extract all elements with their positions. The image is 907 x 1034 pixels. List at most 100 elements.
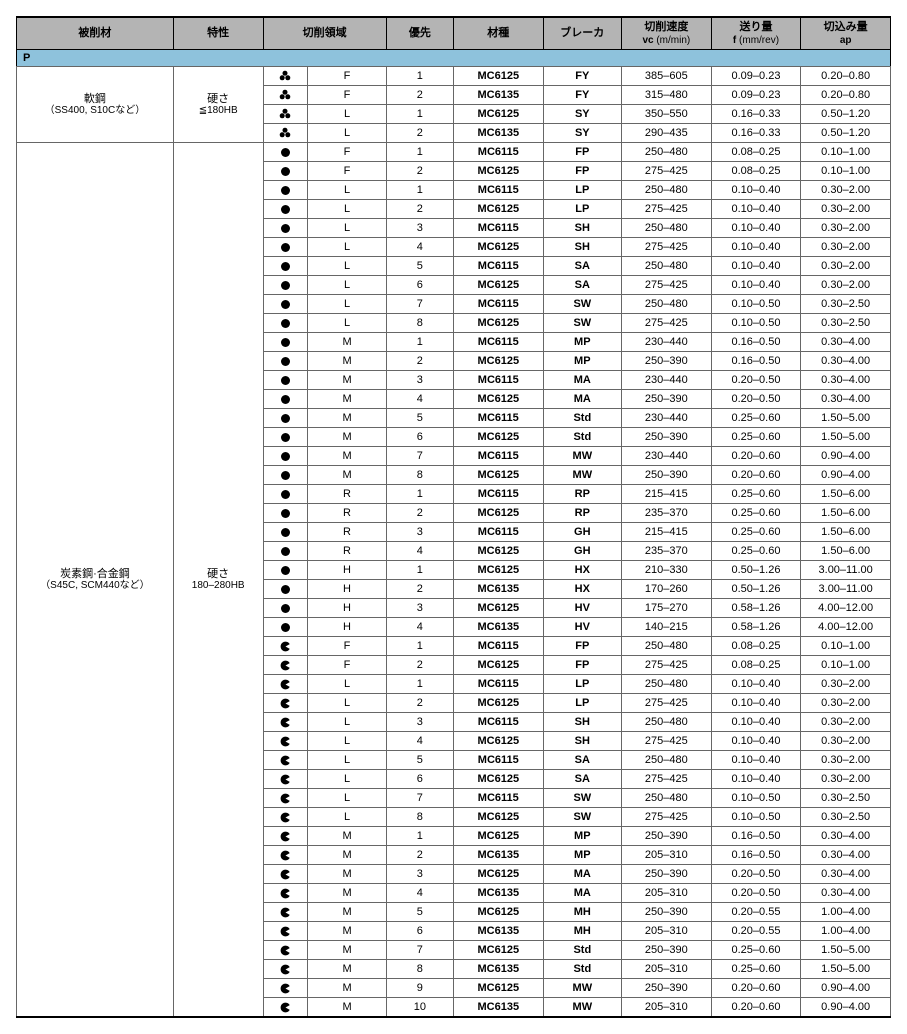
grade-cell: MC6115	[453, 219, 543, 238]
priority-cell: 2	[386, 200, 453, 219]
breaker-cell: FP	[543, 143, 621, 162]
vc-cell: 250–480	[622, 295, 712, 314]
ap-cell: 1.00–4.00	[801, 922, 891, 941]
priority-cell: 2	[386, 124, 453, 143]
breaker-cell: HX	[543, 580, 621, 599]
priority-cell: 6	[386, 770, 453, 789]
priority-cell: 1	[386, 561, 453, 580]
ap-cell: 0.30–2.00	[801, 770, 891, 789]
clover-symbol-icon	[263, 67, 308, 86]
priority-cell: 8	[386, 808, 453, 827]
vc-cell: 230–440	[622, 371, 712, 390]
vc-cell: 385–605	[622, 67, 712, 86]
f-cell: 0.08–0.25	[711, 143, 801, 162]
grade-cell: MC6115	[453, 485, 543, 504]
breaker-cell: SW	[543, 808, 621, 827]
f-cell: 0.10–0.50	[711, 295, 801, 314]
priority-cell: 1	[386, 143, 453, 162]
breaker-cell: MW	[543, 979, 621, 998]
vc-cell: 250–390	[622, 827, 712, 846]
breaker-cell: LP	[543, 675, 621, 694]
f-cell: 0.10–0.40	[711, 732, 801, 751]
area-cell: R	[308, 504, 386, 523]
f-cell: 0.08–0.25	[711, 656, 801, 675]
priority-cell: 2	[386, 694, 453, 713]
breaker-cell: LP	[543, 694, 621, 713]
priority-cell: 2	[386, 162, 453, 181]
priority-cell: 4	[386, 618, 453, 637]
area-cell: L	[308, 732, 386, 751]
priority-cell: 2	[386, 656, 453, 675]
grade-cell: MC6115	[453, 751, 543, 770]
breaker-cell: RP	[543, 485, 621, 504]
grade-cell: MC6125	[453, 200, 543, 219]
vc-cell: 250–480	[622, 675, 712, 694]
breaker-cell: HV	[543, 599, 621, 618]
area-cell: M	[308, 979, 386, 998]
area-cell: H	[308, 618, 386, 637]
vc-cell: 350–550	[622, 105, 712, 124]
f-cell: 0.16–0.50	[711, 333, 801, 352]
table-body: P軟鋼（SS400, S10Cなど）硬さ≦180HBF1MC6125FY385–…	[17, 50, 891, 1017]
grade-cell: MC6125	[453, 694, 543, 713]
ap-cell: 0.30–4.00	[801, 827, 891, 846]
breaker-cell: LP	[543, 200, 621, 219]
vc-cell: 205–310	[622, 998, 712, 1017]
grade-cell: MC6125	[453, 865, 543, 884]
ap-cell: 0.90–4.00	[801, 447, 891, 466]
cutting-conditions-table: 被削材 特性 切削領域 優先 材種 ブレーカ 切削速度 vc (m/min) 送…	[16, 16, 891, 1018]
property-cell: 硬さ180–280HB	[173, 143, 263, 1017]
breaker-cell: FP	[543, 637, 621, 656]
breaker-cell: MW	[543, 447, 621, 466]
breaker-cell: MA	[543, 865, 621, 884]
ap-cell: 0.50–1.20	[801, 124, 891, 143]
f-cell: 0.10–0.40	[711, 181, 801, 200]
pac-symbol-icon	[263, 732, 308, 751]
priority-cell: 7	[386, 295, 453, 314]
ap-cell: 0.30–2.00	[801, 238, 891, 257]
vc-cell: 275–425	[622, 656, 712, 675]
th-ap: 切込み量 ap	[801, 17, 891, 50]
grade-cell: MC6115	[453, 713, 543, 732]
area-cell: L	[308, 314, 386, 333]
ap-cell: 0.10–1.00	[801, 143, 891, 162]
f-cell: 0.10–0.50	[711, 789, 801, 808]
pac-symbol-icon	[263, 713, 308, 732]
breaker-cell: SW	[543, 789, 621, 808]
th-property: 特性	[173, 17, 263, 50]
area-cell: F	[308, 67, 386, 86]
f-cell: 0.20–0.50	[711, 884, 801, 903]
grade-cell: MC6135	[453, 846, 543, 865]
priority-cell: 1	[386, 485, 453, 504]
grade-cell: MC6125	[453, 162, 543, 181]
material-cell: 軟鋼（SS400, S10Cなど）	[17, 67, 174, 143]
breaker-cell: SH	[543, 732, 621, 751]
f-cell: 0.09–0.23	[711, 67, 801, 86]
priority-cell: 5	[386, 257, 453, 276]
circle-symbol-icon	[263, 618, 308, 637]
ap-cell: 0.10–1.00	[801, 637, 891, 656]
breaker-cell: Std	[543, 960, 621, 979]
ap-cell: 0.30–2.00	[801, 257, 891, 276]
area-cell: F	[308, 143, 386, 162]
f-cell: 0.10–0.50	[711, 808, 801, 827]
breaker-cell: MH	[543, 922, 621, 941]
area-cell: L	[308, 675, 386, 694]
priority-cell: 1	[386, 333, 453, 352]
grade-cell: MC6135	[453, 922, 543, 941]
priority-cell: 1	[386, 827, 453, 846]
grade-cell: MC6125	[453, 732, 543, 751]
ap-cell: 0.50–1.20	[801, 105, 891, 124]
ap-cell: 1.00–4.00	[801, 903, 891, 922]
grade-cell: MC6125	[453, 542, 543, 561]
grade-cell: MC6135	[453, 86, 543, 105]
circle-symbol-icon	[263, 523, 308, 542]
breaker-cell: SH	[543, 219, 621, 238]
ap-cell: 0.30–4.00	[801, 371, 891, 390]
f-cell: 0.58–1.26	[711, 618, 801, 637]
circle-symbol-icon	[263, 276, 308, 295]
th-vc: 切削速度 vc (m/min)	[622, 17, 712, 50]
priority-cell: 8	[386, 314, 453, 333]
ap-cell: 0.20–0.80	[801, 67, 891, 86]
vc-cell: 210–330	[622, 561, 712, 580]
